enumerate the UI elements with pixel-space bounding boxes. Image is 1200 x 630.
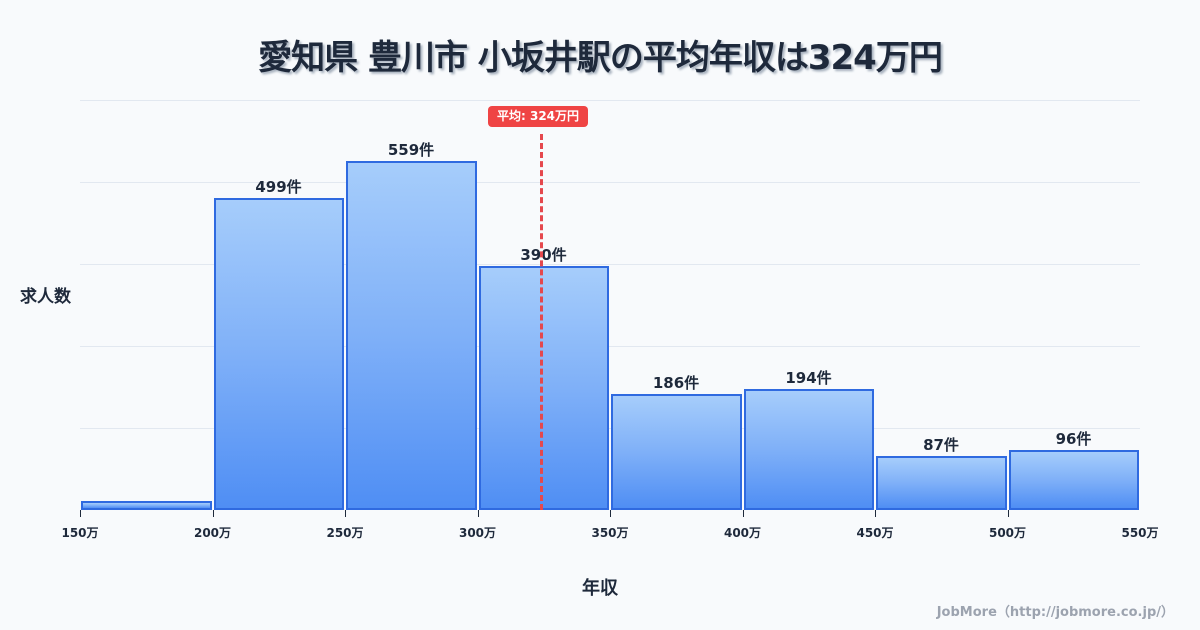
chart-title: 愛知県 豊川市 小坂井駅の平均年収は324万円	[258, 38, 943, 78]
x-tick-label: 500万	[988, 526, 1027, 540]
histogram-bar	[213, 198, 344, 510]
gridline	[80, 100, 1140, 101]
x-tick	[345, 510, 346, 517]
x-tick-label: 300万	[458, 526, 497, 540]
x-tick-label: 400万	[723, 526, 762, 540]
x-tick	[477, 510, 479, 517]
x-tick-label: 250万	[326, 526, 364, 540]
bar-value-label: 87件	[923, 436, 959, 454]
histogram-bar	[743, 389, 874, 510]
gridline	[80, 346, 1140, 347]
x-tick	[1007, 510, 1009, 517]
x-tick	[80, 510, 81, 517]
x-tick	[212, 510, 214, 517]
footer-credit: JobMore（http://jobmore.co.jp/）	[936, 605, 1174, 620]
x-tick	[742, 510, 744, 517]
bar-value-label: 186件	[652, 374, 700, 392]
average-line	[540, 134, 543, 510]
average-badge: 平均: 324万円	[488, 106, 589, 127]
x-tick-label: 350万	[591, 526, 629, 540]
x-tick	[610, 510, 611, 517]
bar-value-label: 559件	[387, 141, 435, 159]
gridline	[80, 428, 1140, 429]
bar-value-label: 96件	[1055, 430, 1092, 448]
histogram-bar	[478, 266, 609, 510]
x-tick	[875, 510, 876, 517]
histogram-bar	[81, 501, 212, 510]
histogram-bar	[876, 456, 1007, 510]
histogram-bar	[346, 161, 477, 510]
histogram-bar	[611, 394, 742, 510]
bar-value-label: 390件	[520, 246, 567, 264]
bar-value-label: 499件	[255, 178, 302, 196]
x-tick-label: 200万	[193, 526, 232, 540]
x-tick-label: 550万	[1121, 526, 1159, 540]
x-tick-label: 450万	[856, 526, 894, 540]
bar-value-label: 194件	[785, 369, 832, 387]
x-tick-label: 150万	[61, 526, 99, 540]
x-axis-label: 年収	[582, 578, 618, 599]
y-axis-label: 求人数	[20, 287, 71, 307]
gridline	[80, 264, 1140, 265]
gridline	[80, 182, 1140, 183]
histogram-bar	[1008, 450, 1139, 510]
